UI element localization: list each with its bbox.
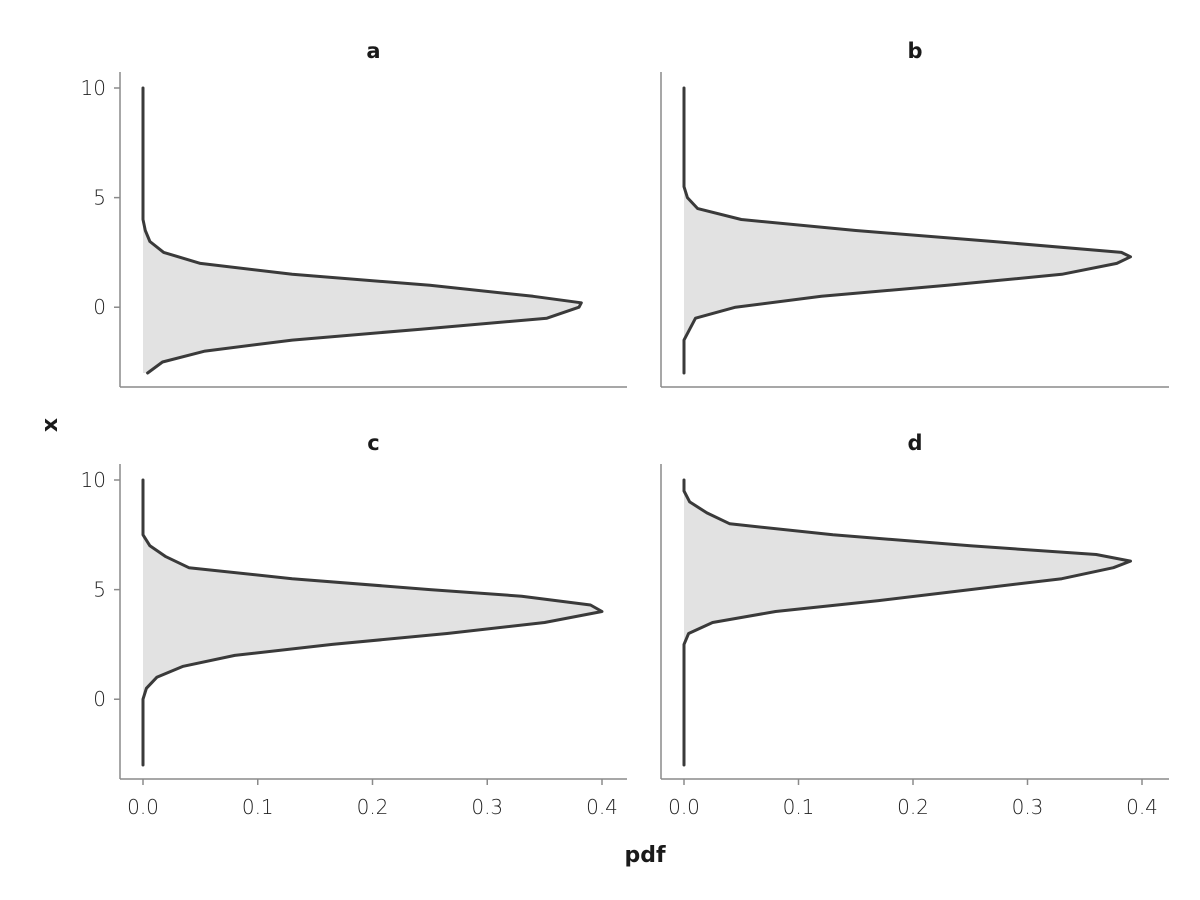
y-tick-label: 0 (93, 295, 106, 319)
density-curve (682, 86, 1132, 375)
x-tick-label: 0.2 (897, 795, 929, 819)
y-tick-label: 10 (81, 468, 106, 492)
y-tick-label: 5 (93, 578, 106, 602)
y-tick-label: 5 (93, 186, 106, 210)
panel-c: c 0 5 10 0.0 0.1 0.2 0.3 0.4 (81, 431, 627, 819)
y-tick-label: 10 (81, 76, 106, 100)
panel-title: c (367, 431, 379, 455)
panel-title: d (907, 431, 922, 455)
x-tick-label: 0.0 (668, 795, 700, 819)
panel-title: a (366, 39, 380, 63)
panel-d: d 0.0 0.1 0.2 0.3 0.4 (660, 431, 1169, 819)
density-area (684, 480, 1131, 765)
x-tick-label: 0.3 (1012, 795, 1044, 819)
x-tick-label: 0.1 (242, 795, 274, 819)
x-tick-label: 0.1 (783, 795, 815, 819)
density-area (143, 88, 582, 373)
panel-a: a 0 5 10 (81, 39, 627, 388)
density-curve (141, 86, 583, 375)
density-area (143, 480, 602, 765)
density-curve (141, 478, 604, 767)
panel-b: b (660, 39, 1169, 388)
density-area (684, 88, 1131, 373)
density-curve (682, 478, 1132, 767)
x-tick-label: 0.4 (586, 795, 618, 819)
y-tick-label: 0 (93, 687, 106, 711)
x-tick-label: 0.2 (357, 795, 389, 819)
x-tick-label: 0.3 (471, 795, 503, 819)
panel-title: b (907, 39, 922, 63)
y-axis-label: x (38, 418, 63, 432)
x-axis-label: pdf (624, 843, 665, 868)
x-tick-label: 0.4 (1126, 795, 1158, 819)
x-tick-label: 0.0 (127, 795, 159, 819)
